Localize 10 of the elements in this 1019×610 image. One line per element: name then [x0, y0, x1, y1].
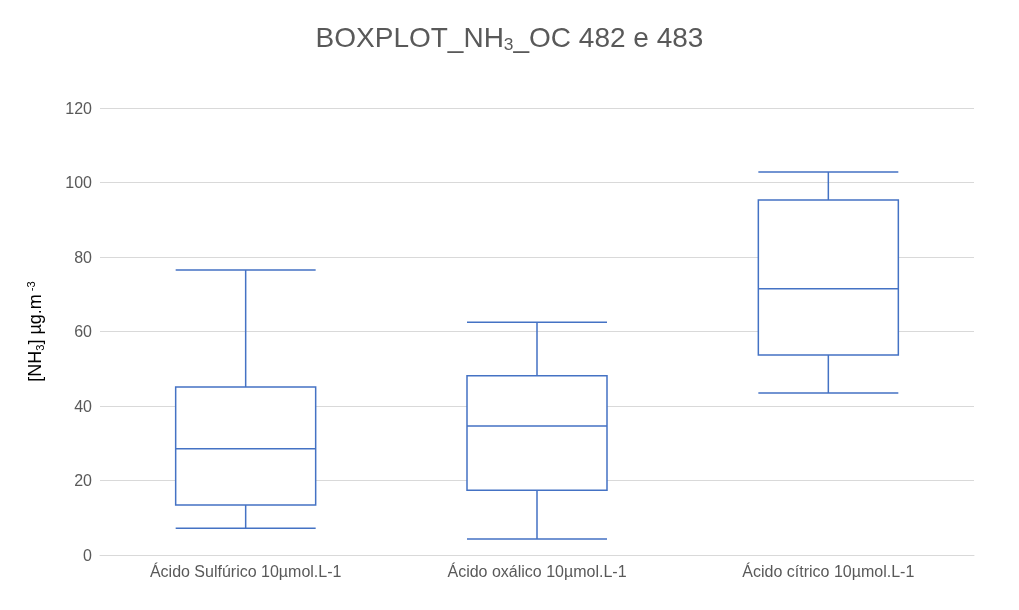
x-tick-label: Ácido cítrico 10µmol.L-1	[742, 561, 915, 580]
y-tick-label: 60	[74, 323, 93, 340]
y-tick-label: 20	[74, 472, 93, 489]
y-tick-label: 100	[65, 174, 93, 191]
y-tick-label: 0	[83, 546, 93, 564]
y-tick-label: 40	[74, 397, 93, 415]
x-tick-label: Ácido Sulfúrico 10µmol.L-1	[149, 561, 342, 580]
y-tick-label: 80	[74, 248, 93, 266]
x-tick-label: Ácido oxálico 10µmol.L-1	[447, 561, 627, 580]
y-tick-label: 120	[65, 99, 93, 117]
